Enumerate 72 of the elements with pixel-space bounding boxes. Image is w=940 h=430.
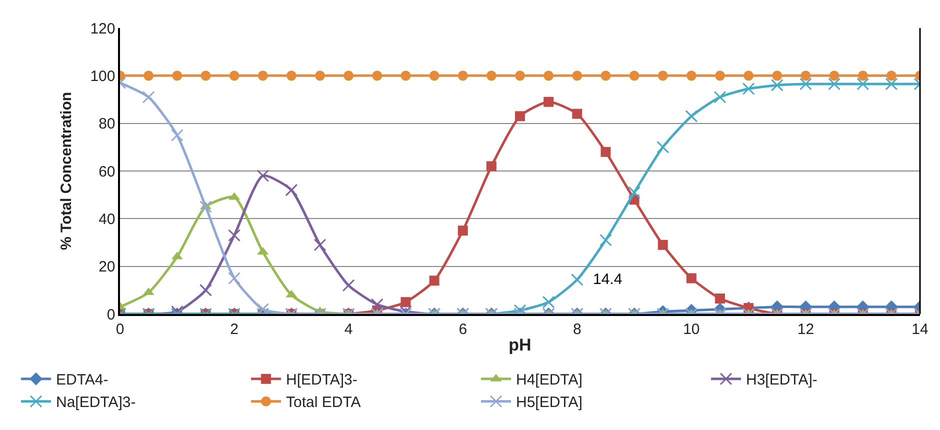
- point: [256, 170, 270, 182]
- y-tick-label: 0: [106, 306, 116, 324]
- x-tick-label: 4: [344, 320, 353, 338]
- point: [600, 146, 611, 157]
- point: [144, 70, 154, 81]
- y-tick-label: 100: [90, 68, 116, 85]
- legend-label: Na[EDTA]3-: [56, 394, 136, 412]
- point: [258, 70, 268, 81]
- x-tick-label: 10: [683, 320, 700, 338]
- point: [772, 70, 782, 81]
- legend-label: H4[EDTA]: [516, 372, 582, 389]
- point: [544, 70, 554, 81]
- legend-label: H3[EDTA]-: [746, 372, 818, 389]
- x-tick-label: 8: [572, 320, 582, 338]
- y-axis-title: % Total Concentration: [58, 92, 75, 250]
- x-tick-label: 12: [797, 320, 814, 338]
- point: [770, 78, 784, 92]
- x-axis-title: pH: [508, 336, 532, 355]
- point: [544, 96, 554, 107]
- point: [885, 78, 898, 90]
- y-tick-label: 20: [98, 258, 116, 276]
- point: [486, 161, 496, 172]
- point: [515, 70, 525, 81]
- point: [744, 70, 754, 81]
- point: [172, 70, 182, 81]
- point: [458, 70, 468, 81]
- point: [200, 70, 211, 81]
- point: [742, 82, 755, 96]
- point: [715, 70, 725, 81]
- point: [142, 90, 155, 104]
- point: [572, 108, 582, 119]
- point: [572, 70, 582, 81]
- point: [285, 184, 298, 196]
- legend-label: Total EDTA: [286, 394, 361, 412]
- point: [286, 70, 296, 81]
- legend-label: H[EDTA]3-: [286, 372, 358, 389]
- point: [800, 70, 811, 81]
- x-tick-label: 6: [458, 320, 468, 338]
- legend-label: H5[EDTA]: [516, 394, 582, 412]
- point: [685, 110, 698, 122]
- point: [515, 111, 525, 122]
- point: [170, 129, 184, 142]
- point: [315, 70, 325, 81]
- point: [372, 70, 382, 81]
- y-tick-label: 120: [90, 20, 116, 38]
- point: [856, 78, 870, 90]
- y-tick-label: 80: [98, 116, 116, 133]
- point: [858, 70, 868, 81]
- point: [429, 70, 440, 81]
- point: [486, 70, 496, 81]
- point: [686, 70, 696, 81]
- point: [886, 70, 896, 81]
- point: [799, 78, 812, 90]
- y-tick-label: 60: [98, 163, 116, 180]
- point: [229, 70, 240, 81]
- point: [829, 70, 840, 81]
- point: [629, 70, 640, 81]
- point: [199, 200, 212, 213]
- point: [658, 70, 668, 81]
- x-tick-label: 2: [230, 320, 238, 338]
- point: [828, 78, 841, 90]
- annotation: 14.4: [593, 271, 622, 288]
- legend-label: EDTA4-: [56, 372, 108, 389]
- point: [628, 186, 641, 199]
- y-tick-label: 40: [98, 210, 116, 228]
- point: [400, 70, 411, 81]
- point: [656, 140, 670, 154]
- point: [714, 90, 726, 104]
- x-tick-label: 14: [912, 320, 928, 338]
- point: [514, 304, 526, 314]
- point: [344, 70, 354, 81]
- point: [600, 70, 611, 81]
